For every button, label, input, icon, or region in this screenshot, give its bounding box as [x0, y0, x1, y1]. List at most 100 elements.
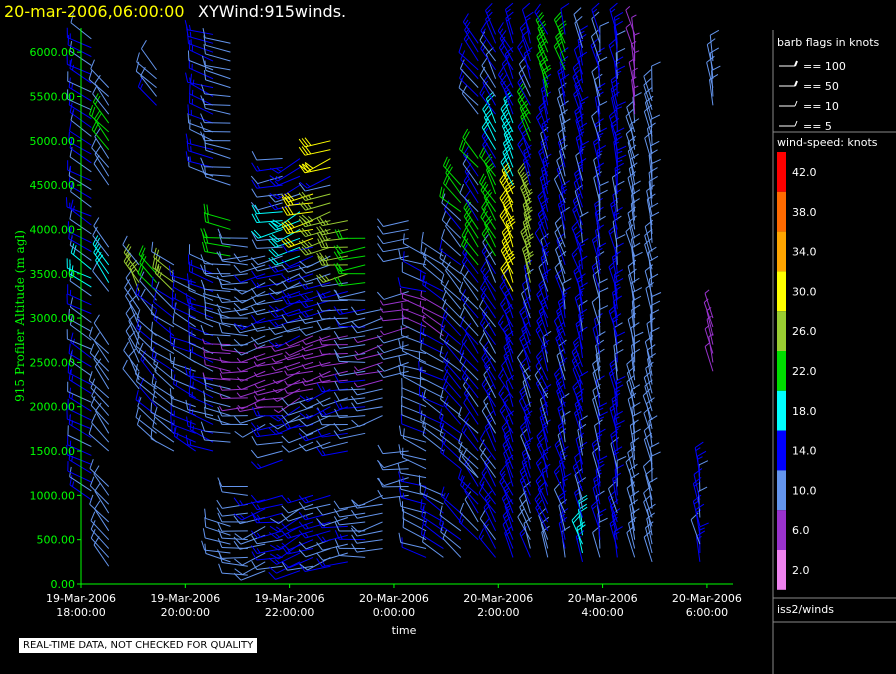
barb-flag-5: [257, 410, 261, 417]
wind-barb: [281, 255, 314, 268]
barb-flag-10: [269, 235, 278, 243]
barb-flag-10: [317, 309, 323, 320]
barb-flag-10: [483, 109, 492, 118]
barb-flag-10: [201, 55, 206, 66]
barb-flag-5: [572, 252, 578, 258]
wind-barb: [398, 496, 427, 514]
barb-flag-10: [269, 553, 279, 560]
barb-flag-5: [483, 249, 488, 255]
barb-shaft: [288, 441, 314, 453]
barb-shaft: [125, 330, 140, 354]
barb-shaft: [535, 356, 549, 381]
barb-shaft: [501, 498, 514, 523]
barb-flag-5: [402, 492, 405, 499]
barb-shaft: [257, 494, 283, 504]
barb-shaft: [573, 94, 583, 119]
barb-shaft: [482, 109, 497, 133]
barb-flag-10: [439, 248, 443, 259]
wind-barb: [150, 304, 175, 328]
barb-flag-10: [93, 217, 100, 227]
wind-barb: [480, 261, 496, 292]
barb-shaft: [461, 235, 479, 257]
barb-flag-5: [463, 374, 468, 380]
barb-flag-10: [316, 507, 323, 516]
barb-shaft: [122, 244, 140, 266]
wind-barb: [66, 54, 92, 75]
barb-flag-10: [398, 444, 402, 455]
wind-barb: [535, 12, 549, 44]
wind-barb: [519, 472, 531, 505]
barb-flag-10: [169, 353, 172, 364]
barb-flag-10: [172, 313, 175, 324]
wind-barb: [521, 126, 531, 159]
barb-shaft: [541, 532, 549, 558]
barb-shaft: [574, 235, 583, 261]
wind-barb: [67, 461, 92, 483]
barb-shaft: [614, 61, 618, 88]
wind-barb: [703, 298, 714, 328]
barb-shaft: [590, 36, 601, 62]
wind-barb: [646, 512, 656, 545]
barb-shaft: [152, 400, 175, 416]
wind-barb: [301, 335, 331, 345]
barb-shaft: [534, 499, 549, 523]
barb-flag-5: [72, 205, 76, 212]
barb-flag-5: [69, 450, 71, 456]
wind-barb: [203, 352, 231, 363]
barb-flag-10: [481, 57, 488, 66]
barb-flag-5: [460, 475, 463, 481]
barb-flag-10: [316, 440, 323, 449]
wind-barb: [523, 144, 532, 177]
barb-flag-10: [189, 40, 191, 50]
barb-shaft: [92, 101, 110, 124]
wind-barb: [479, 173, 496, 204]
barb-flag-10: [542, 91, 552, 98]
barb-flag-5: [539, 106, 545, 111]
barb-flag-5: [500, 284, 506, 290]
barb-shaft: [221, 273, 248, 278]
barb-shaft: [593, 478, 601, 505]
barb-flag-10: [204, 406, 207, 417]
barb-flag-10: [65, 197, 68, 208]
barb-flag-10: [316, 558, 323, 567]
barb-flag-10: [281, 264, 289, 273]
wind-barb: [187, 113, 214, 133]
barb-shaft: [153, 301, 175, 319]
barb-shaft: [479, 39, 496, 62]
barb-shaft: [574, 403, 583, 430]
barb-flag-5: [538, 443, 543, 449]
barb-flag-10: [201, 84, 206, 95]
barb-shaft: [595, 345, 601, 372]
barb-shaft: [421, 534, 444, 549]
barb-flag-5: [137, 289, 141, 296]
barb-shaft: [439, 249, 462, 266]
barb-flag-5: [274, 312, 279, 317]
barb-flag-10: [613, 339, 623, 346]
barb-flag-5: [484, 346, 489, 352]
wind-barb: [234, 282, 266, 295]
wind-barb: [397, 277, 427, 292]
wind-barb: [459, 139, 479, 168]
wind-barb: [625, 126, 636, 159]
wind-barb: [351, 521, 383, 533]
barb-flag-10: [298, 495, 306, 504]
barb-shaft: [171, 431, 196, 443]
barb-shaft: [644, 137, 653, 164]
barb-flag-10: [616, 234, 626, 240]
barb-shaft: [503, 205, 514, 230]
barb-flag-5: [542, 123, 548, 128]
barb-shaft: [630, 442, 636, 469]
barb-shaft: [205, 416, 231, 425]
barb-flag-10: [541, 180, 551, 187]
wind-barb: [645, 281, 654, 314]
barb-flag-10: [650, 114, 661, 120]
wind-barb: [333, 430, 366, 440]
wind-barb: [458, 406, 479, 434]
barb-shaft: [187, 302, 214, 310]
barb-shaft: [94, 153, 110, 177]
barb-flag-10: [578, 282, 588, 289]
wind-barb: [185, 293, 214, 310]
barb-flag-10: [301, 246, 309, 255]
barb-flag-10: [439, 345, 443, 356]
barb-flag-10: [574, 450, 583, 458]
